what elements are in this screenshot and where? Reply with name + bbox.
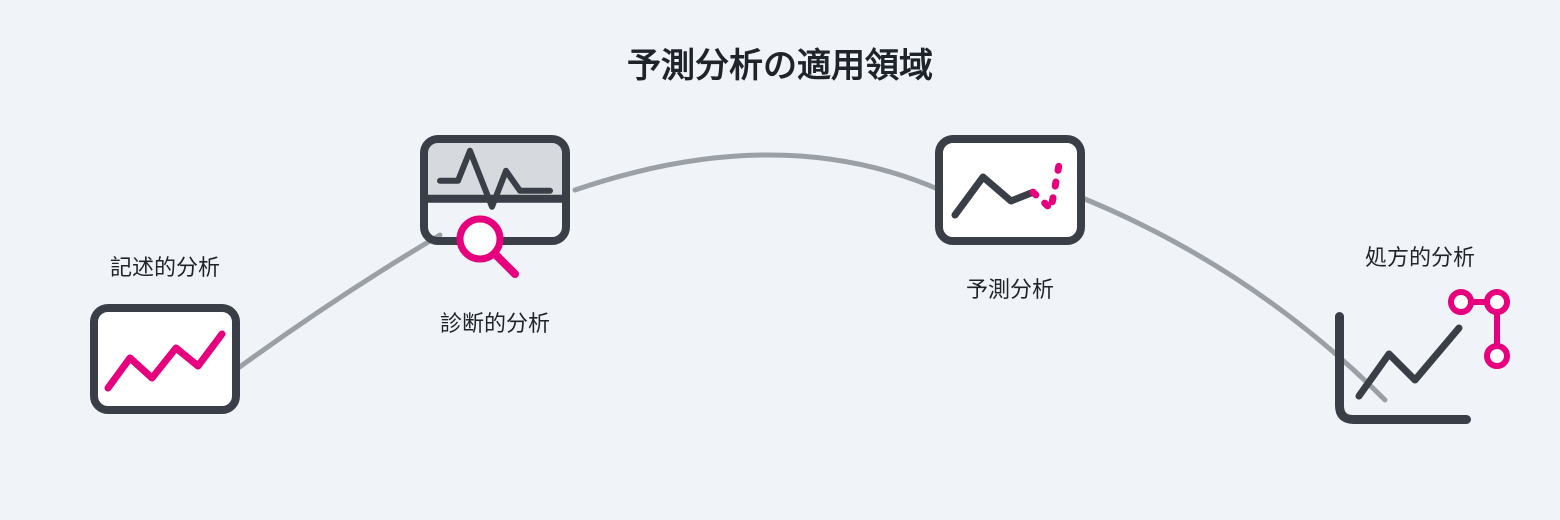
node-descriptive: 記述的分析 bbox=[90, 250, 240, 419]
node-label-prescriptive: 処方的分析 bbox=[1365, 240, 1475, 272]
forecast-chart-icon bbox=[935, 135, 1085, 250]
node-label-predictive: 予測分析 bbox=[966, 272, 1054, 304]
node-prescriptive: 処方的分析 bbox=[1335, 240, 1505, 429]
node-diagnostic: 診断的分析 bbox=[420, 135, 570, 338]
node-predictive: 予測分析 bbox=[935, 135, 1085, 304]
node-label-diagnostic: 診断的分析 bbox=[440, 306, 550, 338]
monitor-search-icon bbox=[420, 135, 570, 284]
node-label-descriptive: 記述的分析 bbox=[110, 250, 220, 282]
area-chart-icon bbox=[90, 304, 240, 419]
scatter-path-icon bbox=[1335, 294, 1505, 429]
page-title: 予測分析の適用領域 bbox=[0, 38, 1560, 87]
